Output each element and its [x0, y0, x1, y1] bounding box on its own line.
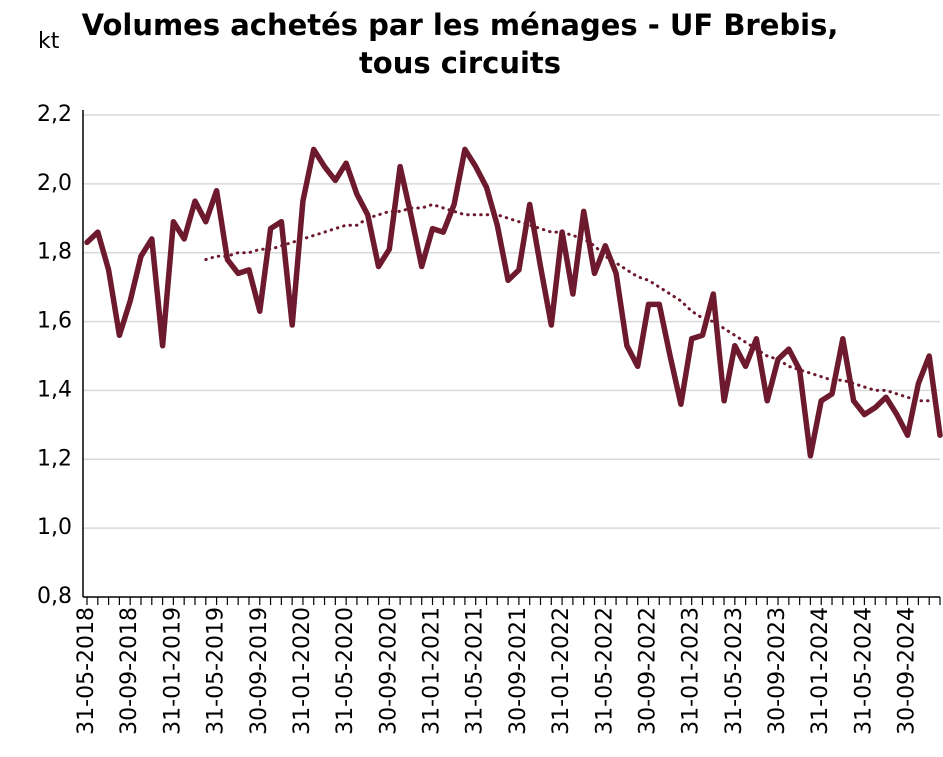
x-tick-label: 31-05-2020 — [333, 607, 358, 735]
x-tick-label: 30-09-2018 — [117, 607, 142, 735]
y-tick-label: 1,4 — [37, 377, 72, 402]
x-tick-label: 30-09-2022 — [635, 607, 660, 735]
x-tick-label: 31-01-2022 — [549, 607, 574, 735]
x-tick-label: 31-05-2023 — [722, 607, 747, 735]
y-tick-label: 0,8 — [37, 584, 72, 609]
x-tick-label: 31-01-2019 — [160, 607, 185, 735]
x-tick-label: 31-05-2018 — [74, 607, 99, 735]
x-tick-label: 31-05-2019 — [204, 607, 229, 735]
x-tick-label: 31-05-2021 — [463, 607, 488, 735]
y-tick-label: 2,2 — [37, 102, 72, 127]
x-tick-label: 30-09-2021 — [506, 607, 531, 735]
x-tick-label: 30-09-2019 — [247, 607, 272, 735]
data-line — [84, 146, 943, 459]
x-tick-label: 31-05-2024 — [851, 607, 876, 735]
x-tick-label: 31-01-2023 — [679, 607, 704, 735]
x-tick-label: 30-09-2020 — [376, 607, 401, 735]
y-tick-label: 1,0 — [37, 515, 72, 540]
x-tick-label: 30-09-2023 — [765, 607, 790, 735]
y-tick-label: 1,8 — [37, 240, 72, 265]
y-axis-label: kt — [38, 29, 60, 54]
x-tick-label: 31-05-2022 — [592, 607, 617, 735]
x-tick-label: 30-09-2024 — [895, 607, 920, 735]
y-tick-label: 1,2 — [37, 446, 72, 471]
x-tick-label: 31-01-2024 — [808, 607, 833, 735]
x-tick-label: 31-01-2020 — [290, 607, 315, 735]
y-tick-label: 2,0 — [37, 171, 72, 196]
trend-line — [204, 203, 942, 403]
x-tick-label: 31-01-2021 — [420, 607, 445, 735]
chart-title: Volumes achetés par les ménages - UF Bre… — [81, 8, 839, 80]
y-tick-label: 1,6 — [37, 309, 72, 334]
